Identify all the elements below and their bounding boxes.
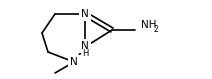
Text: N: N (70, 57, 78, 67)
Text: H: H (82, 49, 88, 58)
Text: 2: 2 (154, 24, 159, 33)
Text: N: N (81, 41, 89, 51)
Text: NH: NH (141, 20, 156, 30)
Text: N: N (81, 9, 89, 19)
